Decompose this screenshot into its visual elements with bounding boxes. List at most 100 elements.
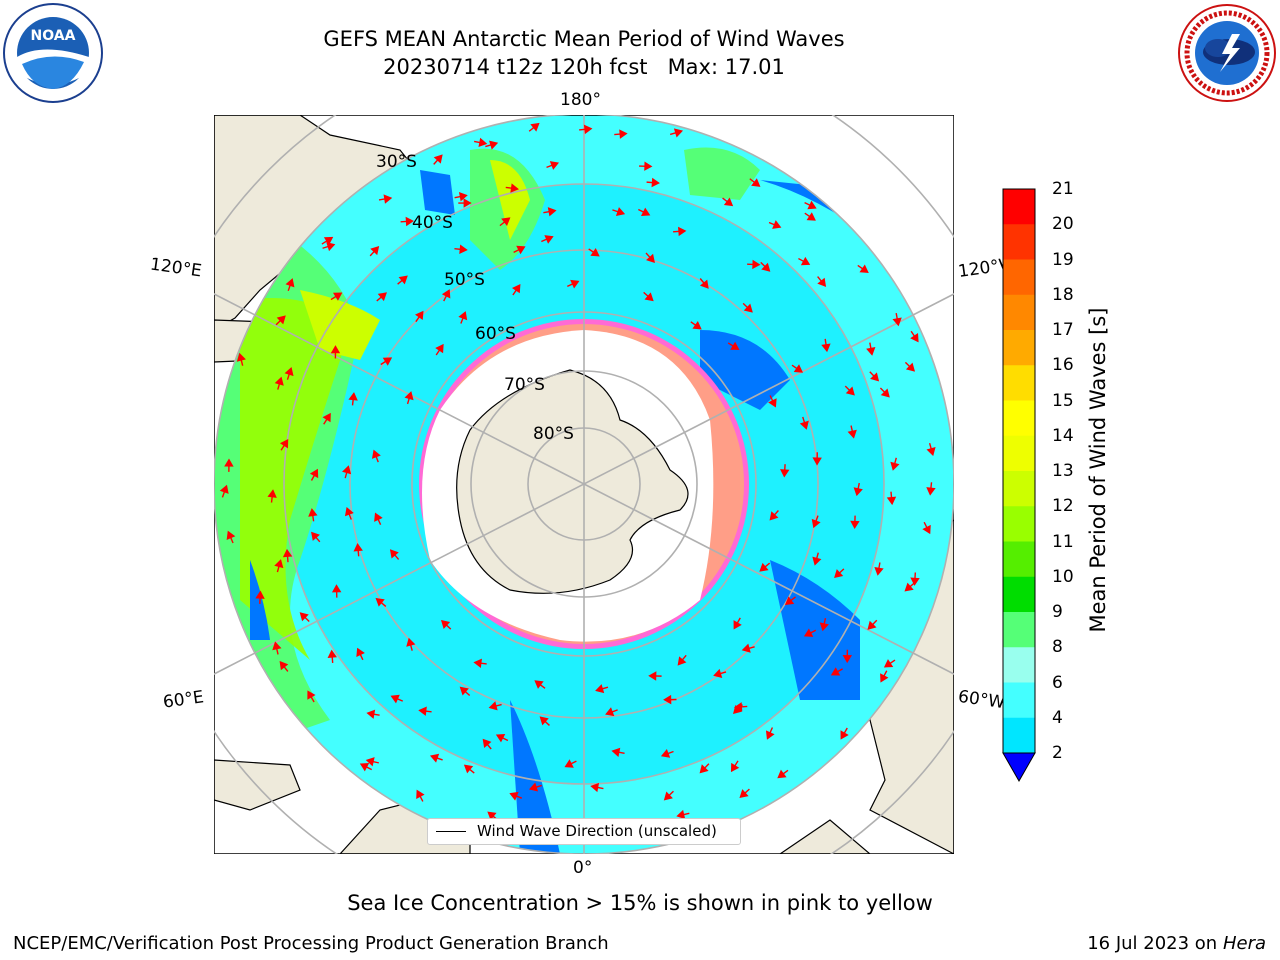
footer-date: 16 Jul 2023 on — [1087, 933, 1223, 954]
wind-arrow-head — [739, 789, 749, 799]
wind-arrow-head — [800, 256, 811, 266]
wind-arrow-head — [482, 738, 492, 748]
wind-arrow-head — [389, 549, 399, 559]
wind-arrow-head — [405, 216, 414, 227]
wind-arrow-head — [463, 764, 474, 774]
lon-label-0: 0° — [573, 858, 593, 878]
legend-label: Wind Wave Direction (unscaled) — [477, 822, 717, 840]
colorbar-segment — [1003, 294, 1035, 331]
wind-arrow-head — [359, 763, 370, 772]
wind-arrow-head — [487, 811, 497, 821]
wind-arrow-head — [366, 709, 376, 719]
wind-arrow-head — [799, 420, 809, 430]
wind-arrow-head — [663, 791, 673, 801]
wind-arrow-head — [429, 753, 440, 763]
wind-arrow-head — [673, 128, 684, 138]
wind-arrow-head — [651, 177, 660, 188]
wind-arrow-head — [406, 637, 416, 647]
colorbar-tick-label: 14 — [1052, 425, 1074, 446]
wind-arrow-head — [793, 364, 804, 373]
wind-arrow-head — [812, 457, 822, 466]
wind-arrow-head — [641, 207, 651, 217]
wind-arrow-head — [274, 376, 284, 386]
lon-label-180: 180° — [560, 90, 601, 110]
wind-arrow-head — [509, 791, 519, 801]
colorbar-tick-label: 19 — [1052, 249, 1074, 270]
wind-arrow-head — [646, 253, 655, 263]
wind-arrow-head — [859, 264, 869, 273]
wind-arrow-head — [377, 292, 387, 302]
wind-arrow-head — [590, 782, 600, 793]
wind-arrow-head — [699, 279, 709, 289]
wind-arrow-head — [910, 333, 919, 343]
wind-arrow-head — [874, 566, 884, 576]
wind-arrow-head — [458, 311, 468, 321]
wind-arrow-head — [806, 212, 816, 221]
wind-arrow-head — [274, 559, 284, 569]
colorbar-segment — [1003, 612, 1035, 648]
wind-arrow-head — [733, 702, 743, 712]
colorbar-tick-label: 21 — [1052, 179, 1074, 199]
wind-arrow-head — [692, 320, 702, 330]
wind-arrow-head — [803, 628, 814, 637]
wind-arrow-head — [807, 200, 817, 210]
wind-arrow-head — [772, 220, 782, 229]
wind-arrow-head — [840, 730, 849, 740]
lat-label-80: 80°S — [533, 424, 574, 444]
wind-arrow-head — [370, 245, 380, 256]
wind-arrow-head — [590, 248, 600, 257]
wind-arrow-head — [516, 245, 526, 255]
wind-arrow-head — [780, 469, 790, 478]
colorbar-segment — [1003, 576, 1035, 613]
wind-arrow-head — [511, 283, 521, 294]
colorbar-tick-label: 6 — [1052, 672, 1063, 693]
legend-line — [436, 831, 466, 832]
wind-arrow-head — [564, 759, 574, 768]
wind-arrow-head — [441, 289, 451, 299]
wind-arrow-head — [866, 347, 876, 356]
wind-arrow-head — [583, 124, 593, 135]
wind-arrow-head — [323, 236, 334, 246]
wind-arrow-head — [342, 465, 352, 475]
wind-arrow-head — [489, 140, 499, 150]
wind-arrow-head — [886, 496, 897, 506]
wind-arrow-head — [549, 161, 560, 170]
wind-arrow-head — [348, 392, 358, 401]
wind-arrow-head — [327, 649, 337, 659]
wind-arrow-head — [752, 259, 761, 270]
colorbar-tick-label: 13 — [1052, 461, 1074, 481]
colorbar-tick-label: 8 — [1052, 637, 1063, 658]
wind-arrow-head — [922, 524, 931, 535]
colorbar-tick-label: 18 — [1052, 284, 1074, 305]
wind-arrow-head — [890, 461, 900, 471]
colorbar-segment — [1003, 189, 1035, 225]
footer-host: Hera — [1222, 933, 1266, 954]
wind-arrow-head — [330, 345, 341, 354]
colorbar-tick-label: 2 — [1052, 743, 1063, 763]
wind-arrow-head — [784, 596, 795, 606]
wind-arrow-head — [478, 137, 488, 148]
wind-arrow-head — [284, 366, 294, 377]
wind-arrow-head — [834, 569, 844, 579]
wind-arrow-head — [644, 292, 654, 302]
wind-arrow-head — [768, 398, 777, 408]
wind-arrow-head — [326, 242, 336, 252]
lat-label-60: 60°S — [475, 324, 516, 344]
wind-arrow-head — [842, 654, 853, 664]
colorbar-segment — [1003, 330, 1035, 366]
map-title: GEFS MEAN Antarctic Mean Period of Wind … — [323, 27, 845, 51]
wind-arrow-head — [850, 520, 860, 530]
wind-arrow-head — [534, 680, 544, 689]
wind-arrow-head — [415, 310, 424, 321]
wind-arrow-head — [870, 372, 880, 382]
wind-arrow-head — [547, 207, 557, 217]
wind-arrow-head — [219, 484, 229, 494]
wind-arrow-head — [830, 667, 841, 676]
footer-right: 16 Jul 2023 on Hera — [1087, 933, 1266, 954]
colorbar-segment — [1003, 647, 1035, 683]
wind-arrow-head — [322, 412, 331, 423]
wind-arrow-head — [926, 446, 936, 457]
wind-arrow-head — [390, 694, 400, 704]
wind-arrow-head — [272, 641, 282, 651]
